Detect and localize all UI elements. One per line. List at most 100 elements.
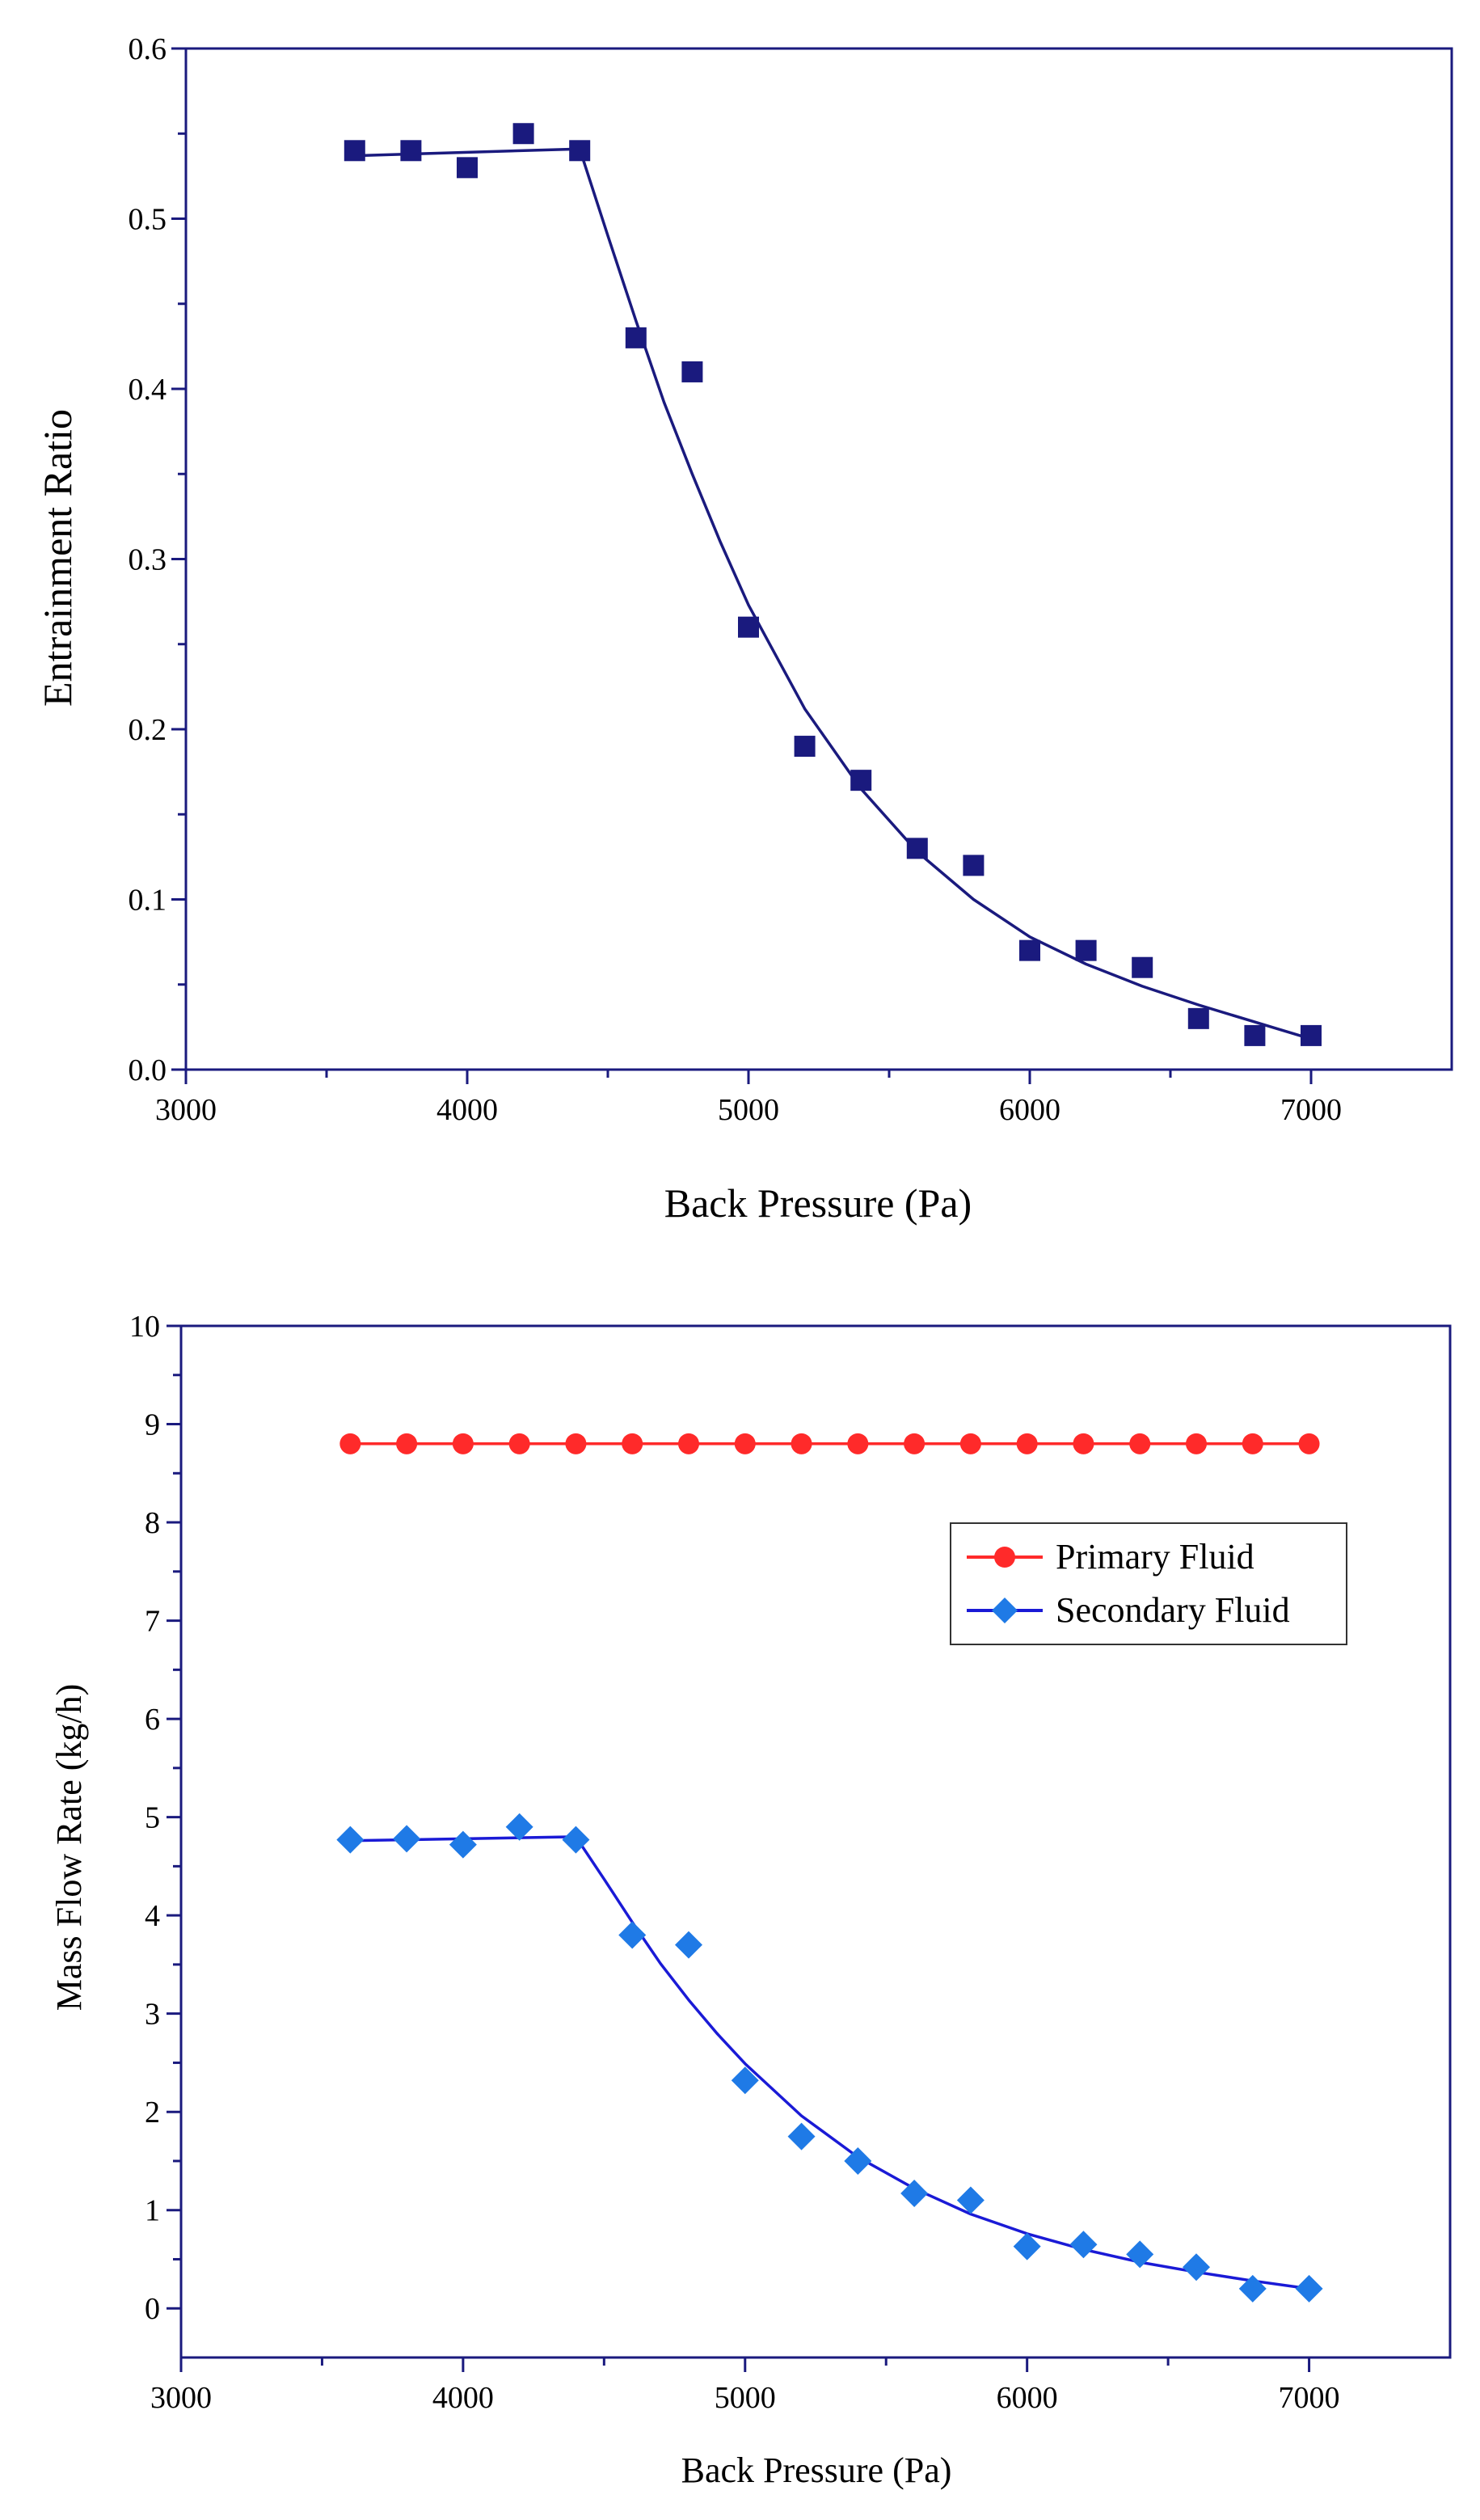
primary-fluid-point — [1129, 1433, 1151, 1454]
x-tick-label: 4000 — [432, 2381, 494, 2415]
secondary-fluid-point — [336, 1826, 365, 1854]
entrainment-data-point — [1244, 1024, 1266, 1046]
x-tick-label: 3000 — [155, 1093, 217, 1127]
secondary-fluid-point — [1183, 2253, 1210, 2282]
primary-fluid-point — [1186, 1433, 1207, 1454]
primary-fluid-point — [622, 1433, 643, 1454]
primary-fluid-point — [847, 1433, 869, 1454]
y-tick-label: 4 — [145, 1899, 160, 1933]
plot-frame — [184, 47, 1453, 1071]
secondary-fluid-fit-curve — [350, 1835, 1309, 2290]
entrainment-data-point — [850, 770, 872, 791]
entrainment-data-point — [794, 736, 816, 758]
secondary-fluid-point — [449, 1830, 477, 1859]
y-tick-label: 5 — [145, 1801, 160, 1835]
y-tick-label: 6 — [145, 1703, 160, 1737]
primary-fluid-point — [1016, 1433, 1038, 1454]
secondary-fluid-point — [1295, 2274, 1323, 2303]
y-tick-label: 0 — [145, 2292, 160, 2326]
plot-frame — [179, 1324, 1452, 2359]
x-tick-label: 5000 — [718, 1093, 779, 1127]
secondary-fluid-point — [505, 1813, 533, 1841]
x-tick-label: 3000 — [150, 2381, 212, 2415]
fit-curve-layer — [354, 147, 1312, 1041]
legend-secondary-label: Secondary Fluid — [1056, 1590, 1290, 1630]
legend-primary-marker — [994, 1547, 1015, 1568]
secondary-fluid-point — [675, 1931, 702, 1959]
y-tick-label: 8 — [145, 1506, 160, 1540]
y-axis-title: Entrainment Ratio — [35, 409, 80, 707]
secondary-fluid-point — [900, 2180, 929, 2208]
entrainment-data-point — [681, 361, 703, 382]
y-tick-label: 2 — [145, 2096, 160, 2130]
secondary-fluid-point — [393, 1825, 421, 1853]
entrainment-data-point — [1075, 939, 1097, 961]
y-tick-label: 0.2 — [129, 713, 167, 747]
primary-fluid-point — [1073, 1433, 1094, 1454]
legend: Primary Fluid Secondary Fluid — [950, 1522, 1347, 1645]
entrainment-data-point — [344, 140, 365, 162]
y-tick-label: 0.6 — [129, 32, 167, 66]
legend-box — [950, 1522, 1347, 1645]
primary-fluid-point — [508, 1433, 530, 1454]
y-axis-title: Mass Flow Rate (kg/h) — [49, 1684, 89, 2011]
y-tick-label: 1 — [145, 2194, 160, 2228]
legend-primary-label: Primary Fluid — [1056, 1537, 1254, 1577]
y-tick-label: 0.5 — [129, 203, 167, 237]
y-tick-label: 0.1 — [129, 884, 167, 918]
y-tick-label: 0.3 — [129, 543, 167, 577]
x-tick-label: 6000 — [997, 2381, 1058, 2415]
y-tick-label: 9 — [145, 1408, 160, 1442]
x-tick-label: 7000 — [1279, 2381, 1340, 2415]
primary-fluid-point — [734, 1433, 756, 1454]
marker-layer — [344, 123, 1322, 1046]
entrainment-data-point — [738, 616, 759, 638]
entrainment-data-point — [1132, 956, 1153, 978]
y-tick-label: 7 — [145, 1605, 160, 1639]
secondary-fluid-point — [1069, 2231, 1098, 2259]
primary-fluid-point — [791, 1433, 812, 1454]
y-tick-label: 0.4 — [129, 373, 167, 407]
primary-fluid-point — [1298, 1433, 1320, 1454]
primary-fluid-point — [565, 1433, 587, 1454]
mass-flow-rate-chart: 3000 4000 5000 6000 7000 0 1 2 3 4 5 6 7 8 9 10 Back Pr… — [49, 1310, 1452, 2490]
entrainment-data-point — [625, 327, 647, 348]
x-tick-label: 4000 — [436, 1093, 498, 1127]
entrainment-data-point — [1301, 1024, 1322, 1046]
primary-fluid-point — [959, 1433, 981, 1454]
secondary-fluid-point — [562, 1826, 590, 1854]
primary-fluid-point — [1242, 1433, 1263, 1454]
axis-ticks: 3000 4000 5000 6000 7000 0.0 0.1 0.2 0.3 0.4 0.5 0.… — [129, 32, 1343, 1127]
x-axis-title: Back Pressure (Pa) — [664, 1180, 972, 1226]
entrainment-fit-curve — [354, 147, 1312, 1041]
entrainment-data-point — [457, 157, 478, 179]
primary-fluid-point — [339, 1433, 361, 1454]
entrainment-data-point — [569, 140, 591, 162]
entrainment-data-point — [1019, 939, 1040, 961]
primary-fluid-point — [904, 1433, 926, 1454]
secondary-fluid-point — [787, 2122, 816, 2151]
primary-fluid-point — [396, 1433, 418, 1454]
marker-layer — [336, 1433, 1323, 2303]
y-tick-label: 10 — [129, 1310, 160, 1344]
y-tick-label: 0.0 — [129, 1053, 167, 1087]
entrainment-data-point — [906, 838, 928, 859]
primary-fluid-point — [452, 1433, 474, 1454]
entrainment-data-point — [1187, 1007, 1209, 1029]
secondary-fluid-point — [731, 2066, 759, 2095]
secondary-fluid-point — [956, 2186, 985, 2214]
secondary-fluid-point — [844, 2146, 872, 2175]
x-tick-label: 5000 — [715, 2381, 776, 2415]
entrainment-data-point — [963, 855, 985, 876]
legend-secondary-marker — [992, 1598, 1018, 1623]
secondary-fluid-point — [1126, 2240, 1154, 2269]
secondary-fluid-point — [1238, 2274, 1267, 2303]
entrainment-ratio-chart: 3000 4000 5000 6000 7000 0.0 0.1 0.2 0.3 0.4 0.5 0.… — [35, 32, 1453, 1226]
x-tick-label: 6000 — [999, 1093, 1060, 1127]
x-tick-label: 7000 — [1280, 1093, 1342, 1127]
entrainment-data-point — [512, 123, 534, 145]
secondary-fluid-point — [618, 1921, 647, 1949]
primary-fluid-point — [678, 1433, 699, 1454]
x-axis-title: Back Pressure (Pa) — [681, 2450, 952, 2490]
